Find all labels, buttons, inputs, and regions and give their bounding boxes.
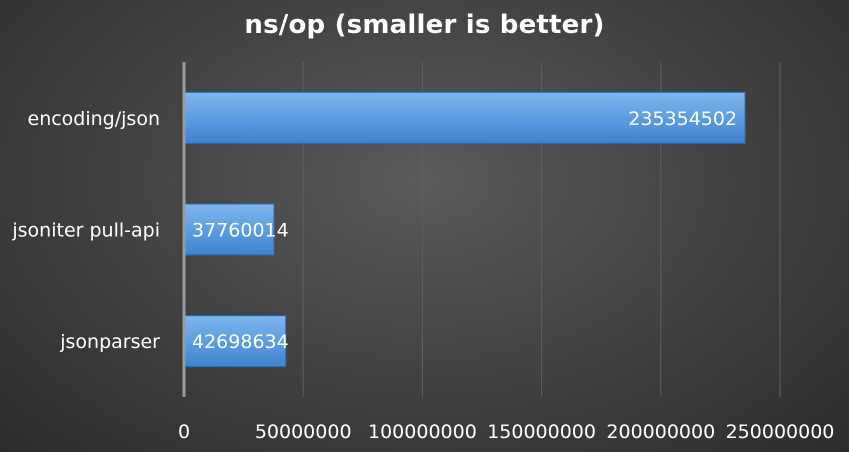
bar [183,203,275,256]
x-tick-labels: 0 50000000 100000000 150000000 200000000 2500… [178,421,834,443]
x-tick-label: 250000000 [726,421,835,443]
category-label: jsonparser [59,331,160,353]
data-labels: 235354502 37760014 42698634 [192,108,737,353]
bar [183,315,287,368]
x-tick-label: 200000000 [606,421,715,443]
chart-title: ns/op (smaller is better) [244,10,605,40]
category-label: encoding/json [28,108,161,130]
data-label: 235354502 [628,108,737,130]
category-label: jsoniter pull-api [11,220,160,242]
x-tick-label: 0 [178,421,190,443]
x-tick-label: 50000000 [255,421,352,443]
data-label: 42698634 [192,331,289,353]
x-tick-label: 150000000 [487,421,596,443]
data-label: 37760014 [192,220,289,242]
category-labels: encoding/json jsoniter pull-api jsonparser [11,108,160,353]
x-tick-label: 100000000 [368,421,477,443]
